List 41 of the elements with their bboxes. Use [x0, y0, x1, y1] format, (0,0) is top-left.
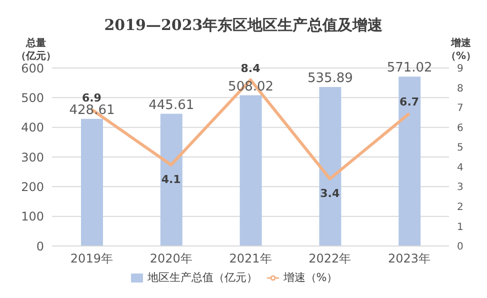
- x-tick-label: 2019年: [70, 252, 113, 266]
- y2-tick-label: 7: [457, 103, 464, 114]
- data-label: 571.02: [386, 60, 432, 76]
- y-tick-label: 600: [21, 61, 44, 76]
- y2-axis-title: 增速（%）: [446, 37, 476, 62]
- y2-tick-label: 8: [457, 83, 464, 94]
- y2-tick-label: 9: [457, 64, 464, 75]
- data-label: 6.7: [400, 95, 420, 108]
- legend-label: 增速（%）: [283, 271, 338, 284]
- bar: [319, 87, 342, 246]
- data-label: 3.4: [320, 186, 340, 200]
- data-label: 428.61: [69, 102, 115, 118]
- y-tick-label: 200: [21, 180, 44, 194]
- y-tick-label: 400: [21, 120, 44, 135]
- y2-tick-label: 3: [457, 182, 464, 194]
- x-tick-label: 2020年: [150, 252, 192, 266]
- data-label: 8.4: [240, 62, 261, 75]
- data-label: 445.61: [148, 98, 194, 113]
- x-tick-label: 2021年: [229, 252, 272, 266]
- y2-tick-label: 0: [457, 242, 464, 253]
- bar: [81, 118, 103, 246]
- data-label: 4.1: [161, 172, 181, 186]
- y-tick-label: 100: [21, 210, 44, 224]
- y2-tick-label: 5: [457, 142, 464, 154]
- bar: [398, 76, 421, 246]
- y2-tick-label: 6: [457, 122, 464, 134]
- x-tick-label: 2022年: [308, 252, 352, 266]
- bar: [240, 95, 262, 246]
- y2-tick-label: 4: [457, 162, 464, 174]
- y-tick-label: 500: [21, 90, 44, 105]
- y2-tick-label: 2: [457, 202, 464, 213]
- chart-title: 2019—2023年东区地区生产总值及增速: [104, 16, 384, 34]
- data-label: 6.9: [82, 92, 102, 105]
- data-label: 535.89: [307, 71, 353, 86]
- y-tick-label: 300: [21, 150, 44, 164]
- x-tick-label: 2023年: [388, 252, 431, 266]
- bar: [160, 114, 182, 246]
- legend-label: 地区生产总值（亿元）: [147, 271, 258, 284]
- y2-tick-label: 1: [457, 222, 464, 233]
- y-tick-label: 0: [36, 239, 44, 254]
- y-axis-title: 总量（亿元）: [16, 37, 56, 62]
